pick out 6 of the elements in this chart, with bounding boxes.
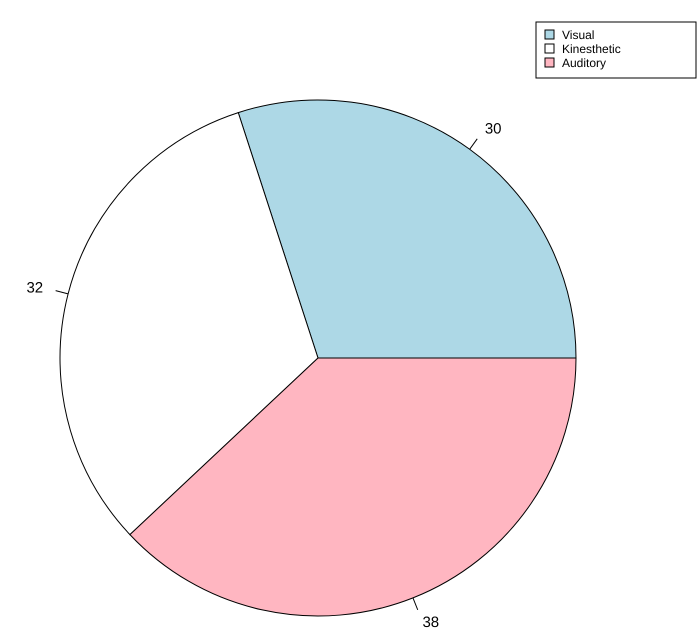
data-label: 30 (484, 120, 502, 138)
legend-label: Visual (562, 28, 594, 42)
legend-label: Kinesthetic (562, 42, 621, 56)
data-label: 32 (26, 280, 44, 297)
data-label: 38 (422, 614, 440, 632)
legend-label: Auditory (562, 56, 606, 70)
